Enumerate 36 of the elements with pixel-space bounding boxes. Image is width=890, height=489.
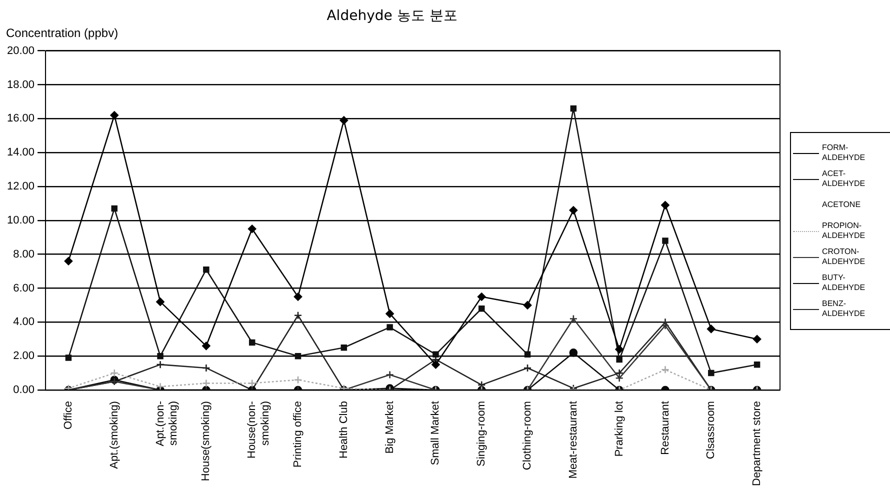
y-axis-title: Concentration (ppbv) [6, 26, 118, 40]
y-tick-label: 16.00 [6, 112, 35, 125]
legend-label: PROPION- ALDEHYDE [822, 221, 866, 241]
x-tick-label: Meat-restaurant [567, 401, 580, 479]
x-tick-label: Prarking lot [613, 401, 626, 457]
x-tick-label: Health Club [338, 401, 350, 459]
y-tick-label: 4.00 [13, 316, 35, 328]
x-tick-label: Small Market [430, 401, 442, 466]
legend-label: FORM- ALDEHYDE [822, 143, 866, 163]
y-tick-label: 0.00 [13, 384, 35, 396]
text: ACETONE [822, 200, 861, 210]
legend-label: ACET- ALDEHYDE [822, 169, 866, 189]
x-tick-label: Department store [751, 401, 764, 486]
y-tick-label: 10.00 [6, 214, 35, 226]
y-tick-label: 18.00 [6, 78, 35, 91]
x-tick-label: Clsassroom [705, 401, 718, 460]
x-tick-label: Apt.(non- smoking) [154, 400, 180, 446]
x-tick-label: Singing-room [476, 401, 488, 466]
x-tick-label: House(non- smoking) [246, 400, 272, 459]
x-tick-label: Clothing-room [522, 401, 534, 470]
x-tick-label: House(smoking) [200, 401, 212, 482]
legend-label: BENZ- ALDEHYDE [822, 299, 866, 319]
x-tick-label: Apt.(smoking) [108, 401, 120, 469]
legend-label: CROTON- ALDEHYDE [822, 247, 866, 267]
x-tick-label: Office [62, 401, 75, 430]
y-tick-label: 8.00 [13, 248, 35, 260]
x-tick-label: Restaurant [659, 401, 672, 455]
y-tick-label: 14.00 [6, 146, 35, 159]
legend-label: BUTY- ALDEHYDE [822, 273, 866, 293]
y-tick-label: 6.00 [13, 282, 35, 294]
x-tick-label: Big Market [384, 401, 396, 454]
x-tick-label: Printing office [292, 401, 304, 468]
y-tick-label: 12.00 [6, 180, 35, 193]
y-tick-label: 20.00 [6, 44, 35, 57]
chart-title: Aldehyde 농도 분포 [326, 8, 458, 24]
y-tick-label: 2.00 [13, 350, 35, 362]
